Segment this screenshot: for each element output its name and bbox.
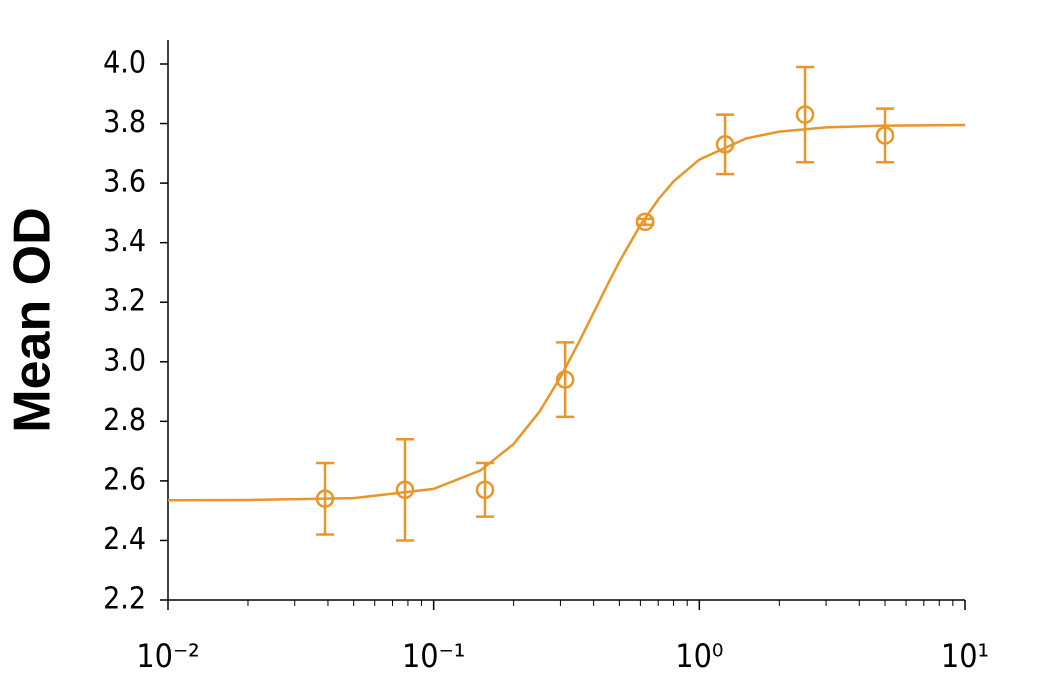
x-tick-label: 10¹: [941, 637, 989, 675]
error-bar: [556, 341, 575, 419]
data-point: [795, 105, 815, 124]
fit-curve: [167, 123, 966, 502]
error-bar: [796, 65, 815, 164]
x-tick-label: 10⁻¹: [402, 637, 465, 675]
y-tick-label: 3.6: [103, 165, 146, 200]
y-tick-label: 2.8: [103, 403, 146, 438]
x-tick-label: 10⁰: [675, 637, 723, 675]
y-tick-label: 2.2: [103, 582, 146, 617]
y-tick-label: 3.0: [103, 343, 146, 378]
data-point: [395, 480, 415, 500]
x-tick-label: 10⁻²: [136, 637, 199, 675]
data-point: [475, 480, 495, 500]
y-tick-label: 2.4: [103, 522, 146, 557]
y-tick-label: 3.8: [103, 105, 146, 140]
y-axis-label: Mean OD: [4, 207, 62, 432]
error-bar: [716, 113, 735, 176]
error-bar: [396, 437, 414, 542]
error-bar: [876, 107, 895, 164]
y-tick-label: 3.4: [103, 224, 146, 259]
y-tick-label: 2.6: [103, 462, 146, 497]
data-point: [635, 212, 655, 232]
y-tick-label: 3.2: [103, 284, 146, 319]
y-tick-label: 4.0: [103, 46, 146, 81]
data-point: [875, 126, 895, 145]
data-point: [555, 370, 575, 389]
